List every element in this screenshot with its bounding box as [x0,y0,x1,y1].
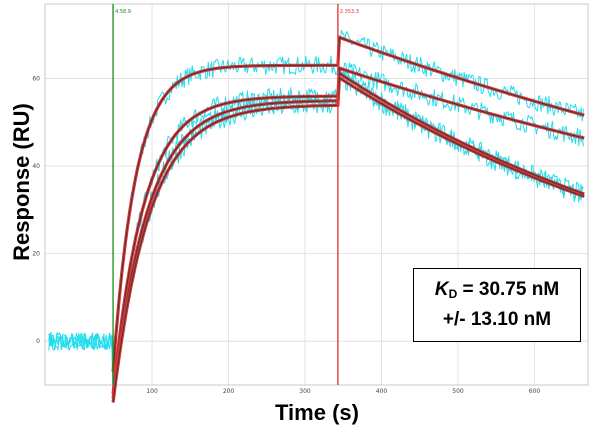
kd-error-line: +/- 13.10 nM [442,309,552,330]
y-axis-label: Response (RU) [9,103,34,261]
x-tick-label: 600 [529,388,541,395]
fit-curve-3 [111,70,585,399]
raw-trace-2 [48,62,584,395]
tick-label-layer: 100 200 300 400 500 600 0 20 40 60 [32,75,540,395]
x-axis-label: Time (s) [275,400,359,425]
fit-curve-layer [111,35,585,403]
fit-curve-core-2 [112,67,585,394]
x-tick-label: 400 [376,388,388,395]
fit-curve-core-3 [112,72,585,399]
y-tick-label: 40 [32,163,40,170]
fit-curve-core-1 [112,36,585,372]
kd-value: = 30.75 nM [457,279,560,300]
y-tick-label: 20 [32,251,40,258]
plot-frame [44,3,589,386]
y-tick-label: 60 [32,75,40,82]
x-tick-label: 300 [299,388,311,395]
fit-curve-core-4 [112,77,585,403]
kd-value-line: KD = 30.75 nM [435,277,559,307]
x-tick-label: 500 [452,388,464,395]
x-tick-label: 200 [223,388,235,395]
dissociation-start-label: 2.353.3 [340,9,359,15]
x-tick-label: 100 [146,388,158,395]
kd-annotation-box: KD = 30.75 nM +/- 13.10 nM [413,268,581,342]
y-tick-label: 0 [36,338,40,345]
kd-subscript: D [448,287,458,301]
association-start-label: 4.58.9 [115,9,131,15]
kd-symbol: K [434,279,449,300]
marker-layer: 4.58.9 2.353.3 [112,4,359,385]
